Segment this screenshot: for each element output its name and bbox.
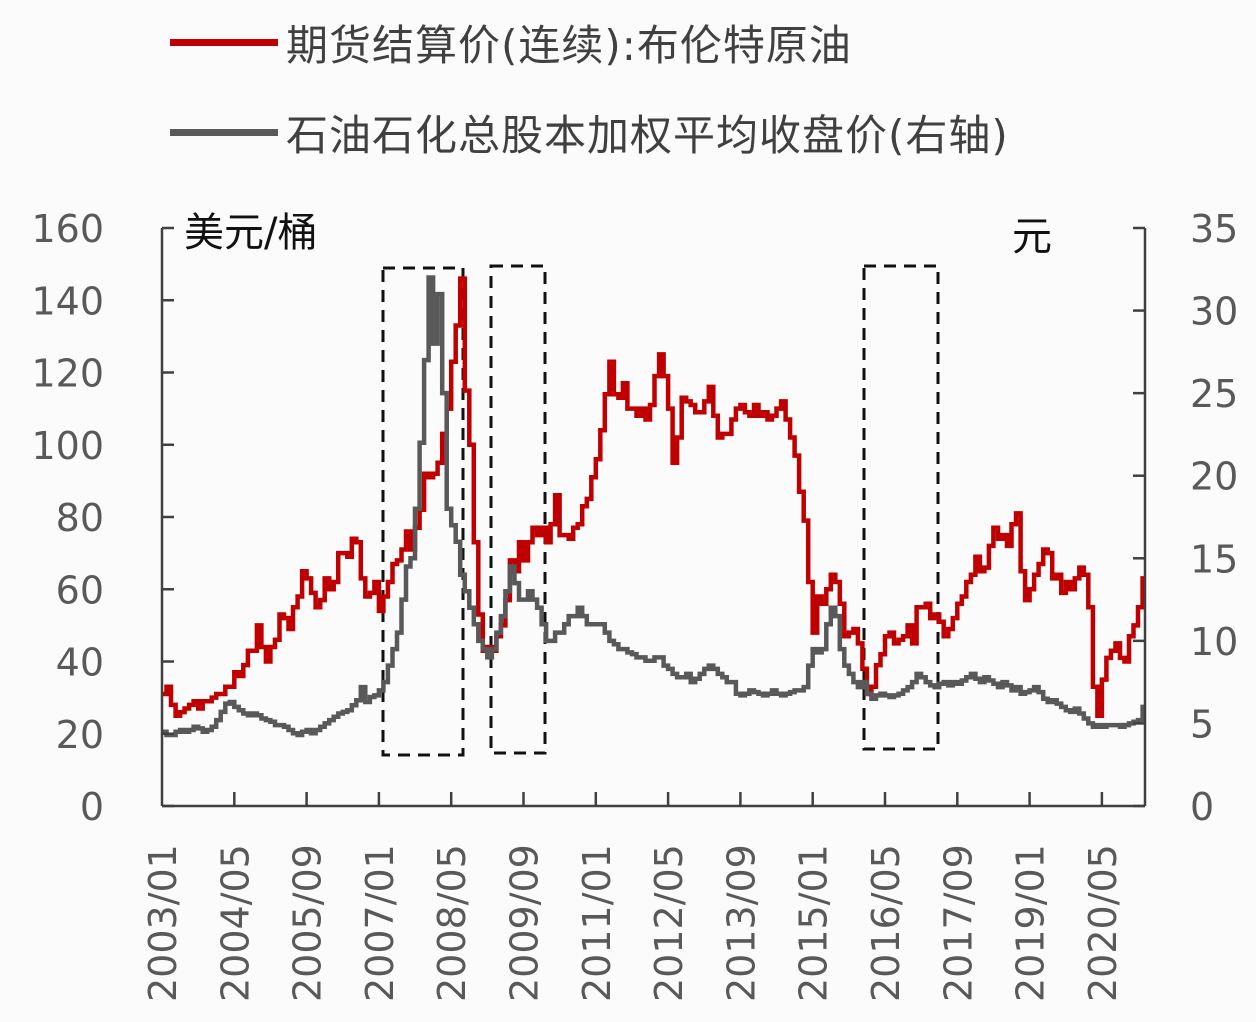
x-tick-label: 2011/01: [575, 844, 619, 1002]
x-tick-label: 2003/01: [141, 844, 185, 1002]
legend-swatch-gray: [170, 129, 278, 136]
brent-line: [162, 276, 1145, 718]
right-tick-label: 10: [1190, 620, 1238, 664]
petro-stock-line: [162, 275, 1145, 738]
x-tick-label: 2004/05: [213, 844, 257, 1002]
x-tick-label: 2019/01: [1009, 844, 1053, 1002]
right-tick-label: 35: [1190, 207, 1238, 251]
x-tick-label: 2017/09: [936, 844, 980, 1002]
right-tick-label: 25: [1190, 372, 1238, 416]
x-tick-label: 2008/05: [430, 844, 474, 1002]
right-tick-label: 20: [1190, 455, 1238, 499]
x-tick-label: 2020/05: [1081, 844, 1125, 1002]
right-tick-label: 15: [1190, 537, 1238, 581]
left-tick-label: 120: [31, 352, 104, 396]
legend-label-brent: 期货结算价(连续):布伦特原油: [286, 21, 852, 70]
legend-item-petro-stock: 石油石化总股本加权平均收盘价(右轴): [170, 102, 1009, 163]
right-tick-label: 0: [1190, 785, 1214, 829]
x-tick-label: 2009/09: [503, 844, 547, 1002]
left-tick-label: 60: [56, 568, 104, 612]
highlight-boxes: [381, 264, 940, 757]
left-tick-label: 20: [56, 713, 104, 757]
left-tick-label: 0: [80, 785, 104, 829]
right-tick-label: 30: [1190, 290, 1238, 334]
left-tick-label: 160: [31, 207, 104, 251]
right-axis-unit: 元: [1012, 214, 1052, 260]
legend-swatch-red: [170, 39, 278, 46]
left-axis-unit: 美元/桶: [184, 210, 318, 256]
left-tick-label: 100: [31, 424, 104, 468]
x-tick-label: 2013/09: [719, 844, 763, 1002]
right-tick-label: 5: [1190, 702, 1214, 746]
x-tick-label: 2005/09: [286, 844, 330, 1002]
left-tick-label: 80: [56, 496, 104, 540]
legend-item-brent: 期货结算价(连续):布伦特原油: [170, 12, 852, 73]
x-tick-label: 2007/01: [358, 844, 402, 1002]
series-lines: [162, 275, 1145, 738]
x-tick-label: 2012/05: [647, 844, 691, 1002]
axes: 0 20 40 60 80 100 120 140 160 0 5 10 15 20 25 30 35 2003/…: [31, 207, 1238, 1002]
left-tick-label: 40: [56, 641, 104, 685]
highlight-box-1: [381, 266, 465, 757]
left-tick-label: 140: [31, 279, 104, 323]
x-tick-label: 2016/05: [864, 844, 908, 1002]
legend-label-petro-stock: 石油石化总股本加权平均收盘价(右轴): [286, 111, 1009, 160]
x-tick-label: 2015/01: [792, 844, 836, 1002]
highlight-box-2: [489, 264, 547, 755]
